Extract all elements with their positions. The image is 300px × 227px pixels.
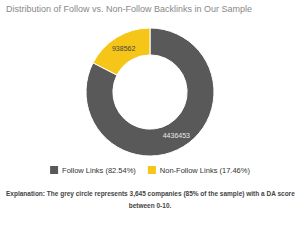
donut xyxy=(86,28,214,156)
legend-swatch xyxy=(148,166,156,174)
background xyxy=(0,0,300,227)
slice-label: 4436453 xyxy=(163,132,190,139)
slice-label: 938562 xyxy=(112,45,135,52)
caption: Explanation: The grey circle represents … xyxy=(6,190,295,198)
slice xyxy=(86,28,214,156)
title: Distribution of Follow vs. Non-Follow Ba… xyxy=(6,4,252,14)
legend-label: Follow Links (82.54%) xyxy=(62,166,136,175)
legend-label: Non-Follow Links (17.46%) xyxy=(160,166,251,175)
chart: Distribution of Follow vs. Non-Follow Ba… xyxy=(0,0,300,227)
legend-swatch xyxy=(50,166,58,174)
slice xyxy=(93,28,150,75)
legend: Follow Links (82.54%) Non-Follow Links (1… xyxy=(50,166,250,175)
caption: between 0-10. xyxy=(129,202,172,209)
